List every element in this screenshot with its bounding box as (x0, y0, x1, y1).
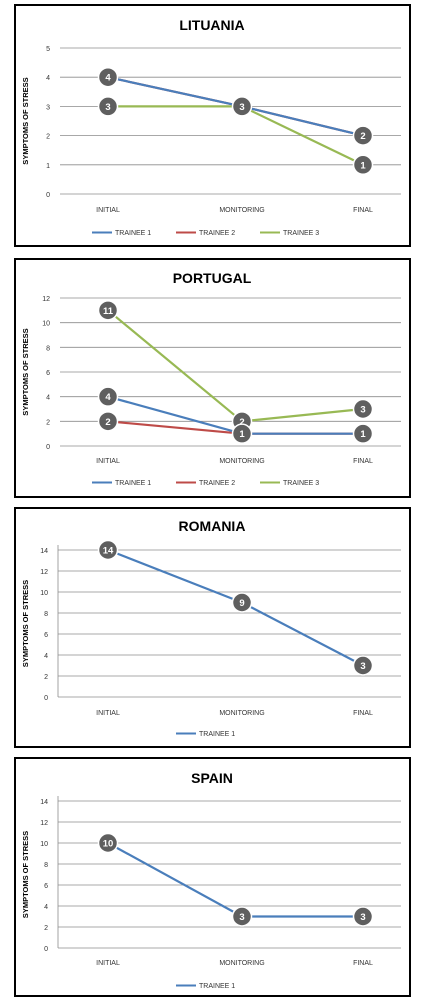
y-axis-label: SYMPTOMS OF STRESS (21, 77, 30, 164)
y-axis-label: SYMPTOMS OF STRESS (21, 580, 30, 667)
x-tick-label-monitoring: MONITORING (219, 207, 264, 214)
data-label-initial-14: 14 (103, 546, 114, 557)
series-line-trainee-1 (108, 843, 363, 917)
legend-label-trainee-1: TRAINEE 1 (199, 983, 235, 990)
y-tick-label-2: 2 (44, 925, 48, 932)
legend-label-trainee-1: TRAINEE 1 (199, 731, 235, 738)
legend-label-trainee-2: TRAINEE 2 (199, 230, 235, 237)
data-label-final-2: 2 (360, 131, 365, 142)
legend-label-trainee-3: TRAINEE 3 (283, 230, 319, 237)
x-tick-label-final: FINAL (353, 960, 373, 967)
chart-panel-romania: ROMANIA 0 2 4 6 8 10 12 14 SYMPTOMS OF STRESS INIT… (14, 507, 411, 748)
y-tick-label-10: 10 (40, 590, 48, 597)
y-tick-label-1: 1 (46, 163, 50, 170)
y-tick-label-3: 3 (46, 104, 50, 111)
x-tick-label-initial: INITIAL (96, 710, 120, 717)
x-tick-label-initial: INITIAL (96, 207, 120, 214)
y-tick-label-6: 6 (44, 883, 48, 890)
chart-title: LITUANIA (179, 17, 244, 33)
legend-label-trainee-2: TRAINEE 2 (199, 480, 235, 487)
x-tick-label-final: FINAL (353, 710, 373, 717)
chart-panel-lituania: LITUANIA 0 1 2 3 4 5 SYMPTOMS OF STRESS INITIAL M… (14, 4, 411, 247)
y-tick-label-8: 8 (44, 862, 48, 869)
y-tick-label-4: 4 (44, 653, 48, 660)
data-label-initial-4: 4 (105, 392, 111, 403)
y-axis-label: SYMPTOMS OF STRESS (21, 328, 30, 415)
legend-label-trainee-1: TRAINEE 1 (115, 230, 151, 237)
x-tick-label-final: FINAL (353, 458, 373, 465)
chart-panel-portugal: PORTUGAL 0 2 4 6 8 10 12 SYMPTOMS OF STRESS INITI… (14, 258, 411, 498)
x-tick-label-monitoring: MONITORING (219, 458, 264, 465)
y-tick-label-12: 12 (42, 296, 50, 303)
y-tick-label-10: 10 (40, 841, 48, 848)
y-tick-label-2: 2 (44, 674, 48, 681)
y-tick-label-6: 6 (46, 370, 50, 377)
data-label-final-1: 1 (360, 429, 366, 440)
y-tick-label-4: 4 (46, 395, 50, 402)
y-tick-label-6: 6 (44, 632, 48, 639)
y-tick-label-4: 4 (44, 904, 48, 911)
y-tick-label-12: 12 (40, 820, 48, 827)
chart-panel-spain: SPAIN 0 2 4 6 8 10 12 14 SYMPTOMS OF STRESS INITIA… (14, 757, 411, 997)
x-tick-label-monitoring: MONITORING (219, 960, 264, 967)
y-tick-label-14: 14 (40, 799, 48, 806)
chart-svg-romania: ROMANIA 0 2 4 6 8 10 12 14 SYMPTOMS OF STRESS INIT… (16, 509, 409, 746)
data-label-final-1: 1 (360, 160, 366, 171)
data-label-final-3: 3 (360, 912, 365, 923)
chart-svg-lituania: LITUANIA 0 1 2 3 4 5 SYMPTOMS OF STRESS INITIAL M… (16, 6, 409, 245)
y-tick-label-0: 0 (46, 192, 50, 199)
chart-title: PORTUGAL (173, 270, 252, 286)
y-tick-label-4: 4 (46, 75, 50, 82)
data-label-final-3: 3 (360, 405, 365, 416)
x-tick-label-final: FINAL (353, 207, 373, 214)
y-tick-label-12: 12 (40, 569, 48, 576)
x-tick-label-monitoring: MONITORING (219, 710, 264, 717)
legend-label-trainee-3: TRAINEE 3 (283, 480, 319, 487)
data-label-final-3: 3 (360, 661, 365, 672)
y-tick-label-0: 0 (44, 695, 48, 702)
y-tick-label-8: 8 (44, 611, 48, 618)
y-tick-label-2: 2 (46, 134, 50, 141)
data-label-initial-2: 2 (105, 417, 110, 428)
data-label-monitoring-9: 9 (239, 598, 244, 609)
y-tick-label-10: 10 (42, 321, 50, 328)
x-tick-label-initial: INITIAL (96, 458, 120, 465)
data-label-initial-10: 10 (103, 839, 114, 850)
chart-svg-spain: SPAIN 0 2 4 6 8 10 12 14 SYMPTOMS OF STRESS INITIA… (16, 759, 409, 995)
data-label-monitoring-3: 3 (239, 102, 244, 113)
y-axis-label: SYMPTOMS OF STRESS (21, 831, 30, 918)
series-line-trainee-3 (108, 310, 363, 421)
y-tick-label-8: 8 (46, 345, 50, 352)
data-label-initial-11: 11 (103, 306, 114, 317)
y-tick-label-2: 2 (46, 419, 50, 426)
data-label-monitoring-3: 3 (239, 912, 244, 923)
y-tick-label-0: 0 (44, 946, 48, 953)
y-tick-label-0: 0 (46, 444, 50, 451)
data-label-monitoring-1: 1 (239, 429, 245, 440)
y-tick-label-5: 5 (46, 46, 50, 53)
data-label-initial-3: 3 (105, 102, 110, 113)
x-tick-label-initial: INITIAL (96, 960, 120, 967)
chart-title: ROMANIA (179, 518, 246, 534)
legend-label-trainee-1: TRAINEE 1 (115, 480, 151, 487)
y-tick-label-14: 14 (40, 548, 48, 555)
data-label-initial-4: 4 (105, 73, 111, 84)
chart-title: SPAIN (191, 770, 233, 786)
